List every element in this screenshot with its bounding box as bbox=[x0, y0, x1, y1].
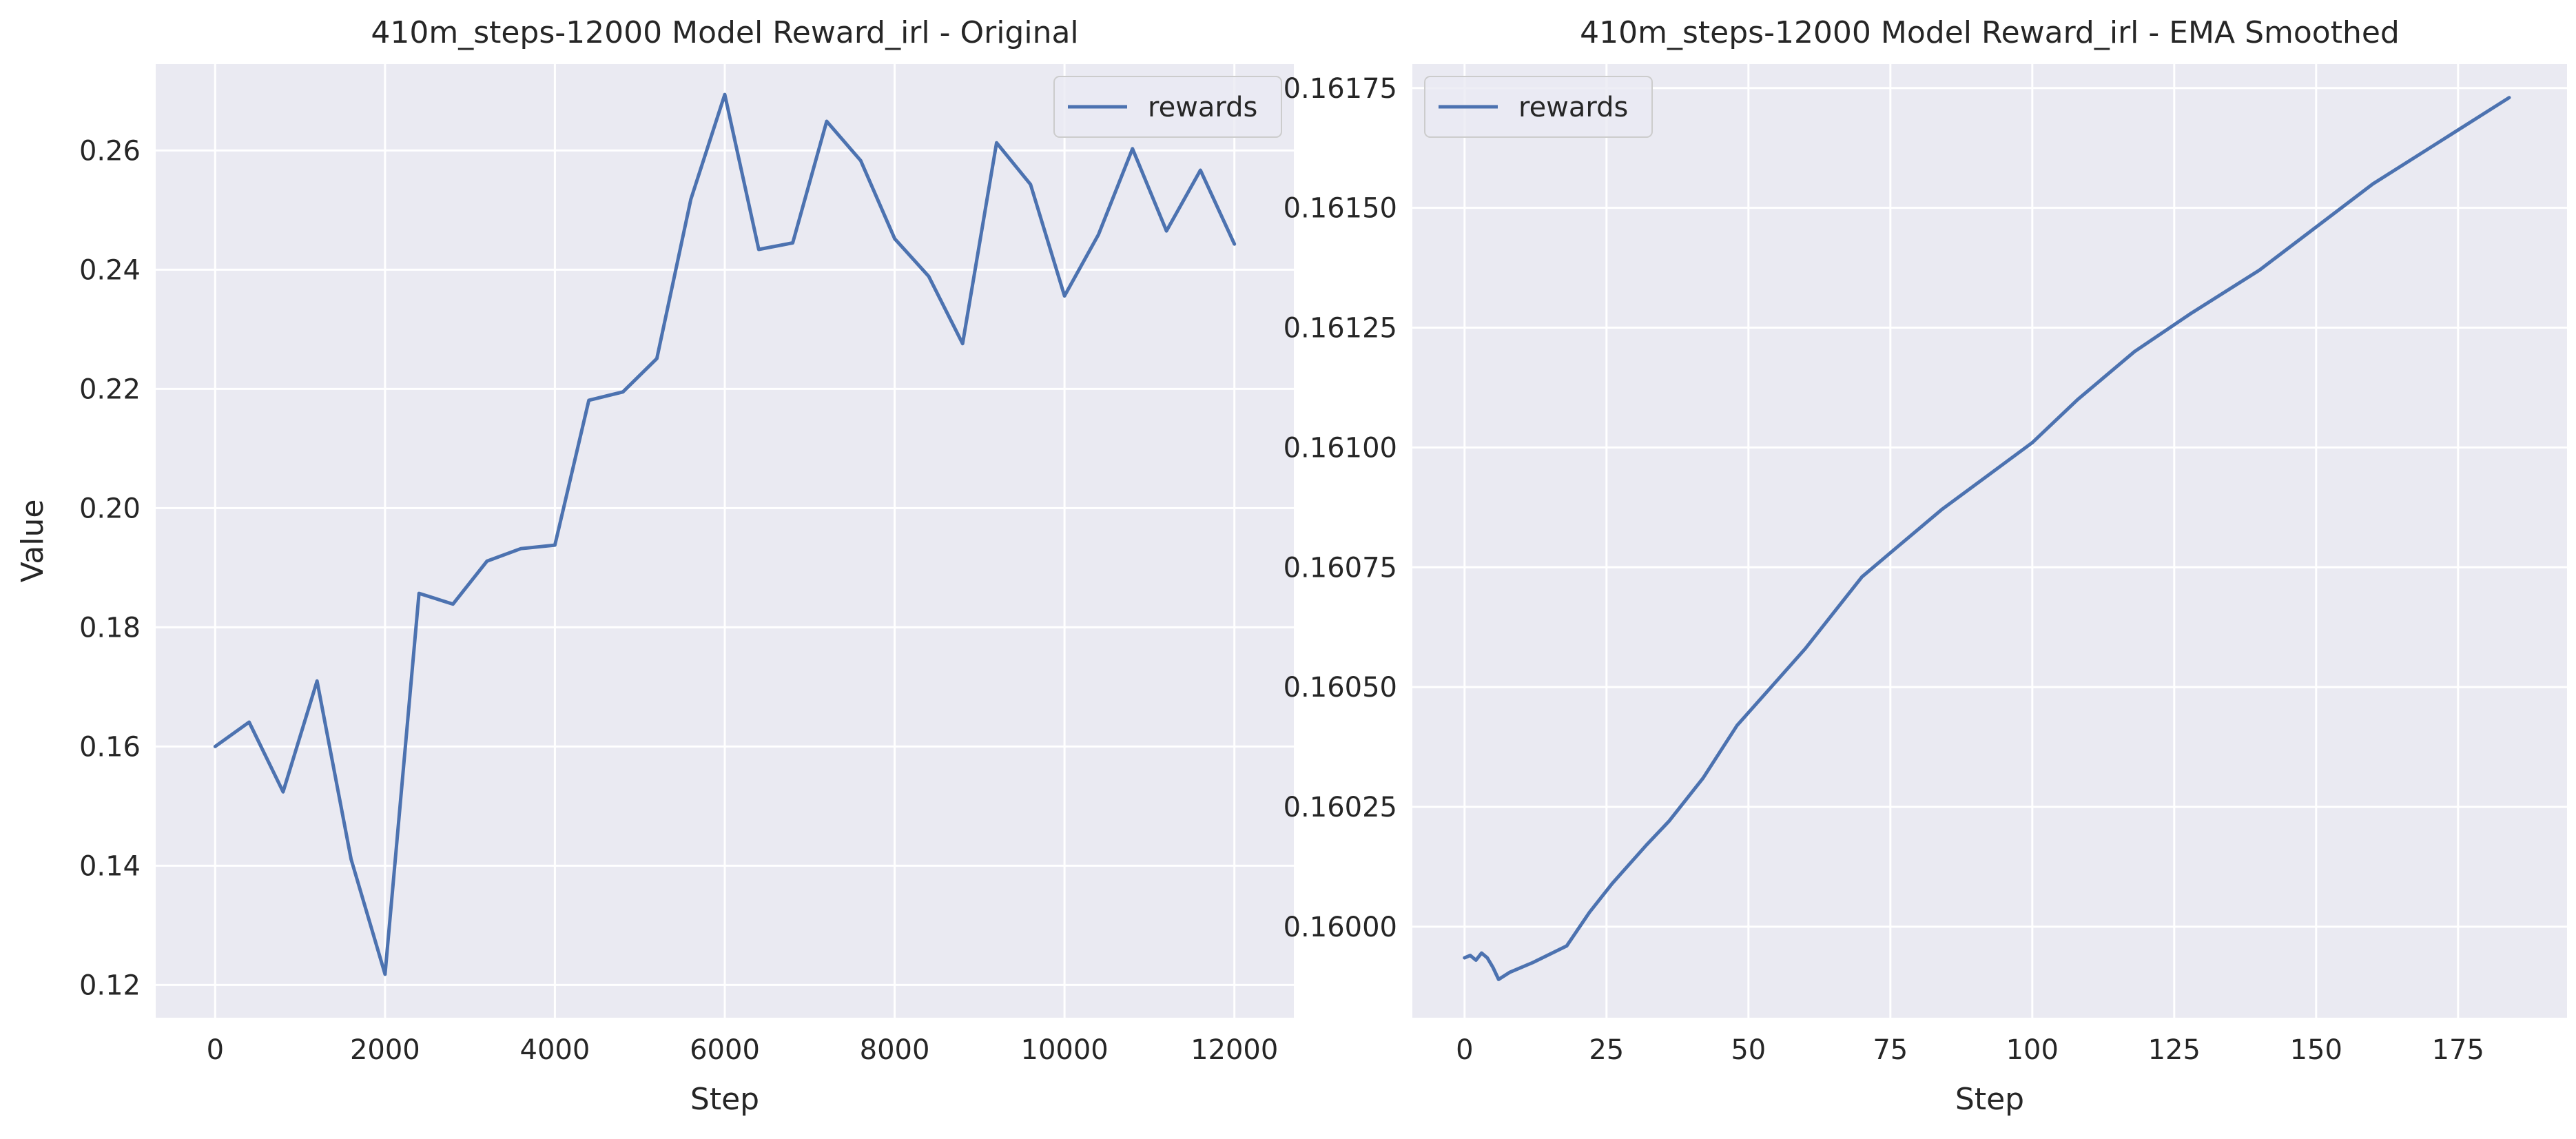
chart-ema-smoothed: 0 25 50 75 100 125 150 175 0.16000 0.16025 0.16050… bbox=[1284, 15, 2567, 1117]
x-tick-label: 2000 bbox=[350, 1034, 420, 1066]
y-tick-label: 0.16000 bbox=[1284, 912, 1397, 943]
x-axis-label: Step bbox=[1955, 1082, 2024, 1117]
x-tick-label: 50 bbox=[1731, 1034, 1766, 1066]
x-tick-label: 25 bbox=[1589, 1034, 1624, 1066]
chart-title: 410m_steps-12000 Model Reward_irl - Orig… bbox=[371, 15, 1078, 50]
y-tick-label: 0.16100 bbox=[1284, 432, 1397, 464]
x-tick-label: 150 bbox=[2290, 1034, 2342, 1066]
y-tick-label: 0.18 bbox=[79, 612, 141, 644]
legend-label: rewards bbox=[1148, 92, 1257, 123]
x-tick-label: 10000 bbox=[1021, 1034, 1109, 1066]
legend: rewards bbox=[1424, 76, 1653, 138]
legend-label: rewards bbox=[1518, 92, 1628, 123]
y-axis-label: Value bbox=[15, 500, 50, 583]
y-tick-label: 0.16075 bbox=[1284, 552, 1397, 584]
x-tick-label: 6000 bbox=[690, 1034, 760, 1066]
chart-title: 410m_steps-12000 Model Reward_irl - EMA … bbox=[1580, 15, 2400, 50]
legend-box bbox=[1053, 76, 1282, 138]
y-tick-label: 0.26 bbox=[79, 135, 141, 167]
x-tick-label: 0 bbox=[207, 1034, 224, 1066]
series-line-rewards bbox=[213, 92, 1237, 976]
x-axis-label: Step bbox=[690, 1082, 759, 1117]
y-tick-label: 0.14 bbox=[79, 850, 141, 882]
y-tick-label: 0.22 bbox=[79, 373, 141, 405]
y-tick-label: 0.12 bbox=[79, 969, 141, 1001]
y-tick-label: 0.16175 bbox=[1284, 73, 1397, 105]
plot-area bbox=[1412, 64, 2567, 1018]
x-tick-label: 0 bbox=[1456, 1034, 1473, 1066]
y-tick-label: 0.16025 bbox=[1284, 792, 1397, 823]
legend: rewards bbox=[1053, 76, 1282, 138]
series-line-rewards bbox=[1463, 96, 2511, 981]
y-tick-label: 0.16 bbox=[79, 731, 141, 763]
x-tick-label: 75 bbox=[1873, 1034, 1908, 1066]
x-tick-label: 8000 bbox=[860, 1034, 930, 1066]
x-tick-label: 100 bbox=[2006, 1034, 2059, 1066]
x-tick-label: 12000 bbox=[1191, 1034, 1278, 1066]
y-tick-label: 0.20 bbox=[79, 493, 141, 524]
x-tick-label: 125 bbox=[2148, 1034, 2201, 1066]
chart-original: 0 2000 4000 6000 8000 10000 12000 0.12 0.14 0.16 0… bbox=[15, 15, 1294, 1117]
y-tick-label: 0.16150 bbox=[1284, 193, 1397, 225]
y-tick-label: 0.16125 bbox=[1284, 313, 1397, 345]
y-tick-label: 0.16050 bbox=[1284, 672, 1397, 704]
legend-box bbox=[1424, 76, 1653, 138]
x-tick-label: 4000 bbox=[520, 1034, 590, 1066]
x-tick-label: 175 bbox=[2432, 1034, 2484, 1066]
y-tick-label: 0.24 bbox=[79, 254, 141, 286]
